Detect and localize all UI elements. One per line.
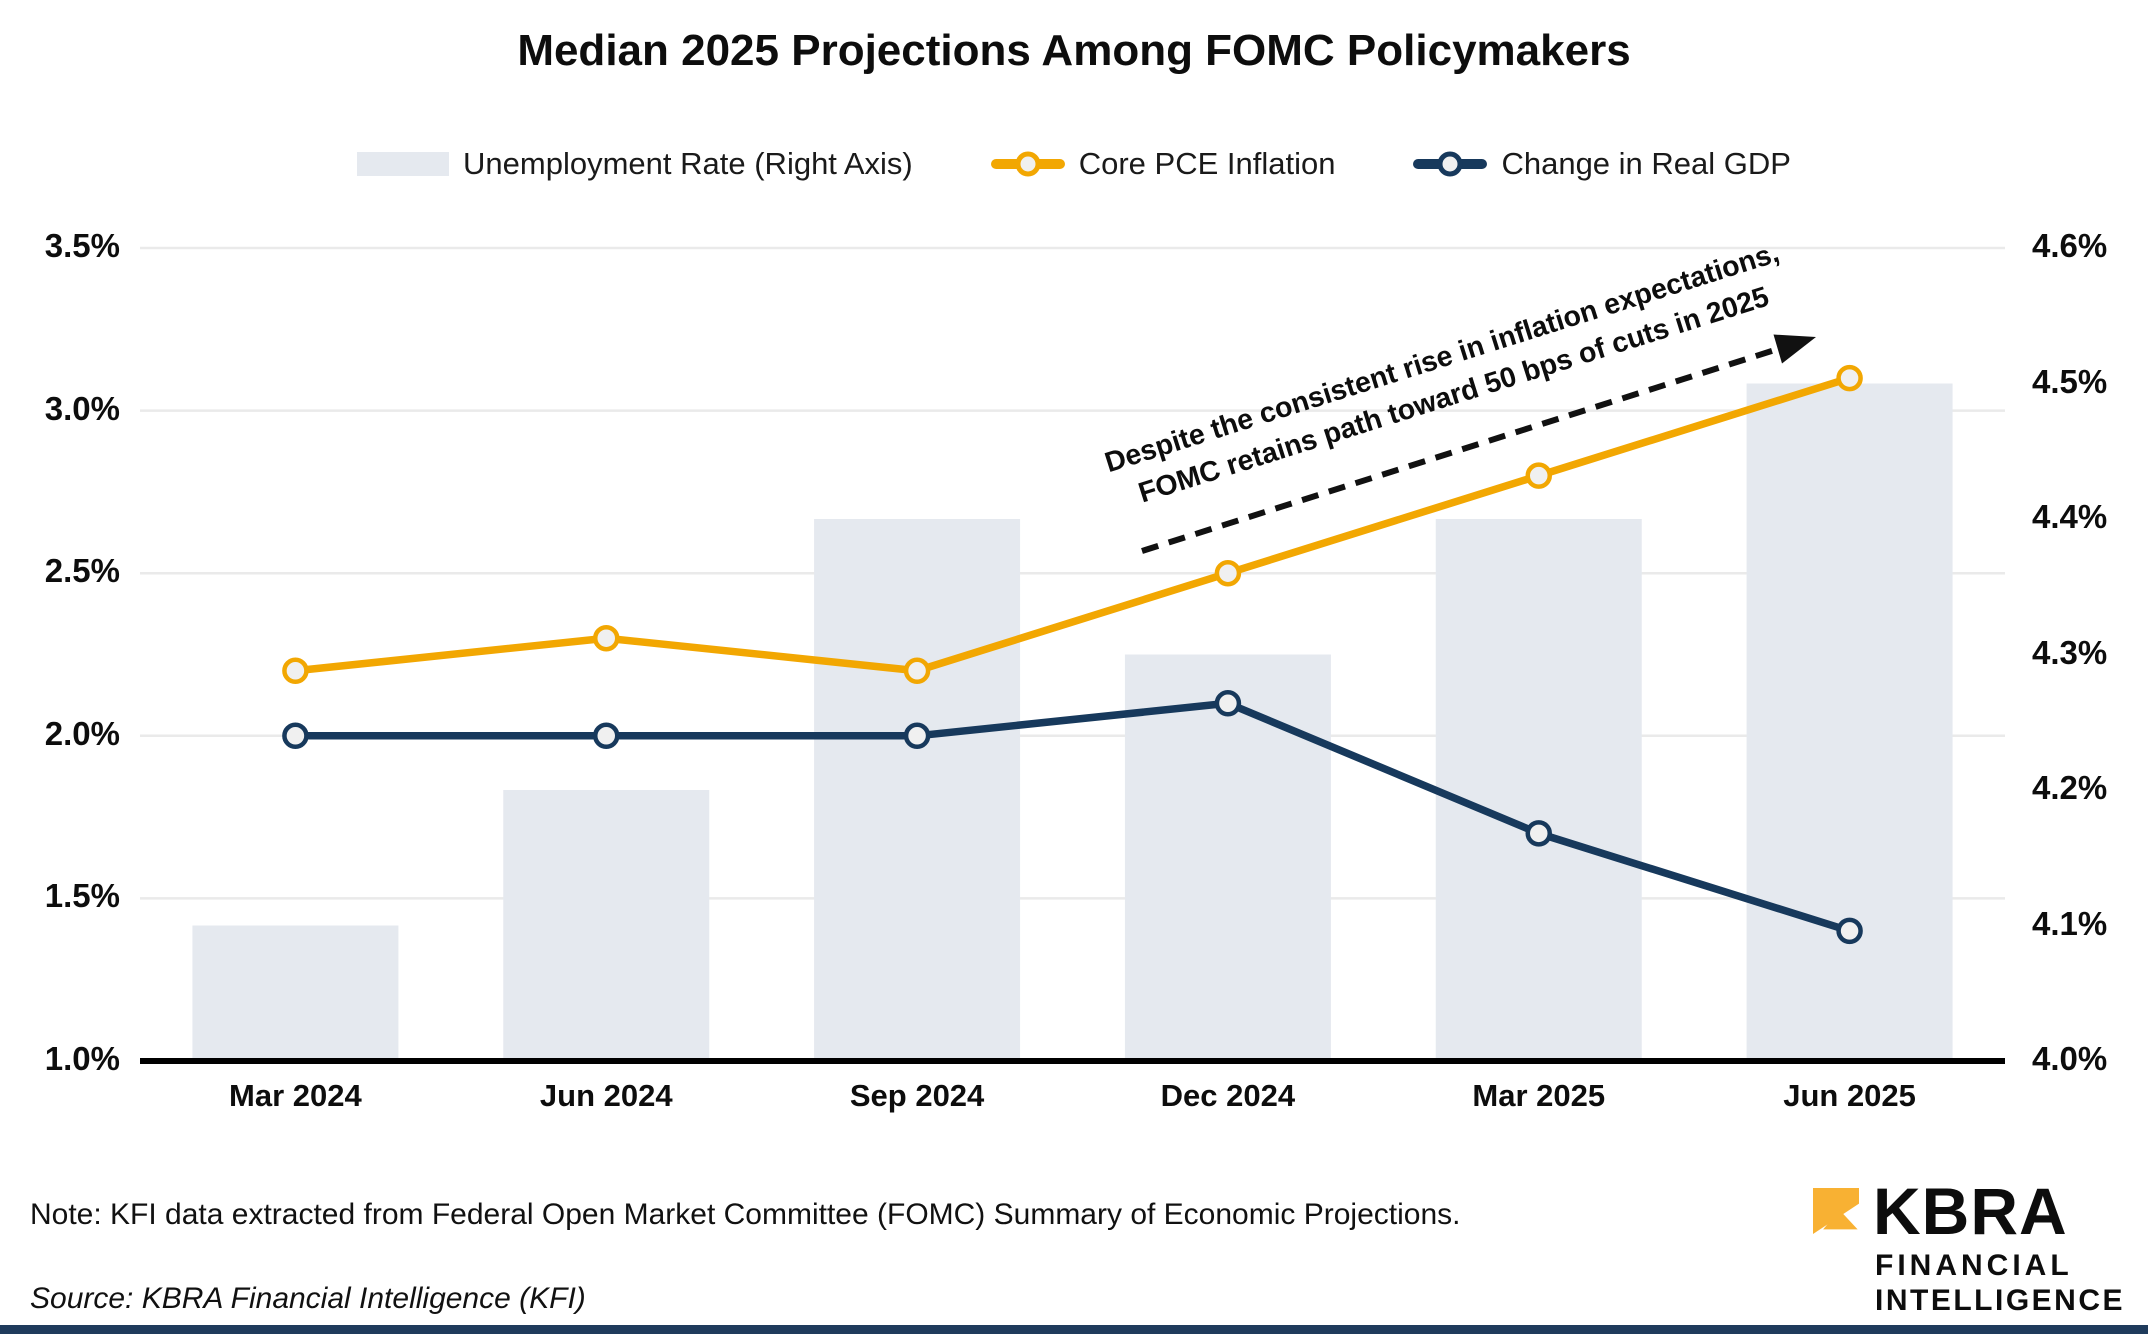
legend-item-unemployment: Unemployment Rate (Right Axis) <box>357 146 913 182</box>
line-change-in-real-gdp <box>291 699 1854 935</box>
kbra-logo-intelligence: INTELLIGENCE <box>1875 1284 2126 1317</box>
marker-change-in-real-gdp-2 <box>903 722 931 750</box>
marker-core-pce-inflation-4 <box>1525 462 1552 489</box>
chart-title: Median 2025 Projections Among FOMC Polic… <box>517 26 1631 75</box>
legend-label-gdp: Change in Real GDP <box>1501 146 1791 181</box>
bar-sep-2024 <box>814 519 1021 1061</box>
left-axis-tick-3.0%: 3.0% <box>44 389 120 427</box>
kbra-logo-brand: KBRA <box>1873 1174 2068 1248</box>
marker-change-in-real-gdp-0 <box>282 722 309 750</box>
bar-dec-2024 <box>1124 654 1331 1061</box>
chart-legend: Unemployment Rate (Right Axis) Core PCE … <box>0 146 2148 182</box>
right-axis-tick-4.2%: 4.2% <box>2032 769 2108 806</box>
right-axis-tick-4.3%: 4.3% <box>2032 633 2108 671</box>
right-axis-tick-4.5%: 4.5% <box>2032 362 2108 400</box>
source-text: Source: KBRA Financial Intelligence (KFI… <box>30 1282 586 1315</box>
line-core-pce-inflation <box>291 374 1854 675</box>
left-axis-tick-1.0%: 1.0% <box>44 1040 120 1077</box>
x-axis-tick-dec-2024: Dec 2024 <box>1160 1078 1296 1113</box>
marker-change-in-real-gdp-5 <box>1836 917 1863 945</box>
marker-change-in-real-gdp-3 <box>1214 690 1242 717</box>
bar-mar-2025 <box>1435 519 1642 1061</box>
left-axis-tick-2.5%: 2.5% <box>44 552 120 590</box>
marker-change-in-real-gdp-4 <box>1525 820 1552 847</box>
x-axis-tick-mar-2025: Mar 2025 <box>1472 1078 1606 1113</box>
unemployment-bar-swatch-icon <box>357 152 450 176</box>
left-axis-tick-1.5%: 1.5% <box>44 877 120 915</box>
marker-core-pce-inflation-5 <box>1836 364 1863 392</box>
bar-jun-2024 <box>503 790 710 1061</box>
marker-core-pce-inflation-1 <box>593 624 620 652</box>
kbra-logo-financial: FINANCIAL <box>1875 1249 2073 1282</box>
right-axis-tick-4.4%: 4.4% <box>2032 498 2108 535</box>
note-text: Note: KFI data extracted from Federal Op… <box>30 1198 1461 1231</box>
marker-change-in-real-gdp-1 <box>593 722 620 750</box>
x-axis-tick-sep-2024: Sep 2024 <box>849 1078 985 1113</box>
right-axis-tick-4.6%: 4.6% <box>2032 227 2108 264</box>
legend-label-core-pce: Core PCE Inflation <box>1078 146 1336 181</box>
core-pce-line-swatch-icon <box>990 151 1065 177</box>
x-axis-tick-mar-2024: Mar 2024 <box>229 1078 362 1113</box>
left-axis-tick-2.0%: 2.0% <box>44 714 120 752</box>
x-axis-tick-jun-2025: Jun 2025 <box>1783 1078 1916 1113</box>
x-axis-tick-jun-2024: Jun 2024 <box>539 1078 673 1113</box>
legend-item-gdp: Change in Real GDP <box>1413 146 1791 182</box>
bar-jun-2025 <box>1746 383 1953 1061</box>
marker-core-pce-inflation-2 <box>903 657 931 685</box>
marker-core-pce-inflation-0 <box>282 657 309 685</box>
gdp-line-swatch-icon <box>1413 151 1488 177</box>
kbra-mark-icon <box>1813 1188 1859 1234</box>
legend-label-unemployment: Unemployment Rate (Right Axis) <box>463 146 913 181</box>
legend-item-core-pce: Core PCE Inflation <box>990 146 1336 182</box>
right-axis-tick-4.1%: 4.1% <box>2032 904 2108 942</box>
marker-core-pce-inflation-3 <box>1214 559 1242 587</box>
bar-mar-2024 <box>192 925 399 1061</box>
right-axis-tick-4.0%: 4.0% <box>2032 1040 2108 1077</box>
annotation-arrowhead-icon <box>1773 334 1816 364</box>
left-axis-tick-3.5%: 3.5% <box>44 227 120 264</box>
bottom-accent-strip <box>0 1325 2148 1334</box>
